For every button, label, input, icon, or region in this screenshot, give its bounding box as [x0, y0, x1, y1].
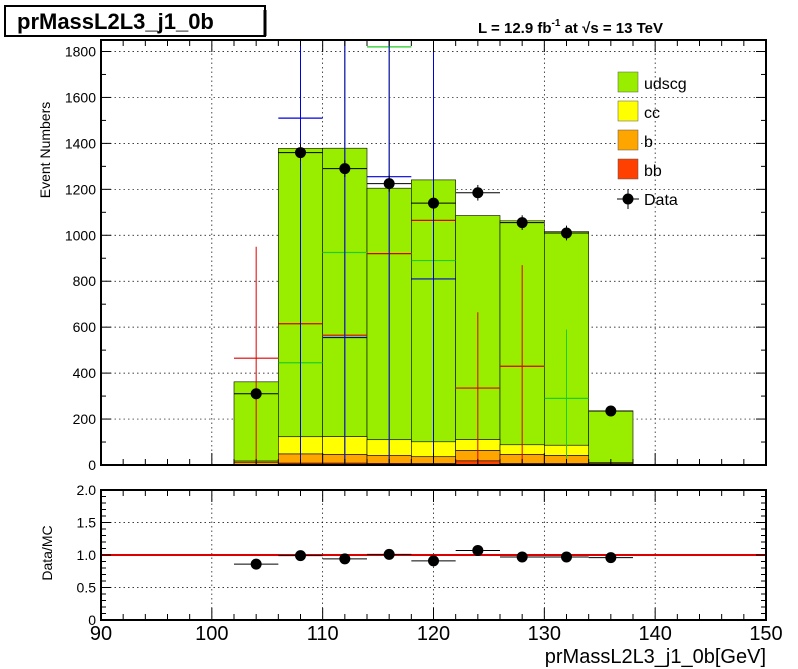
title-box-frame [4, 5, 266, 37]
legend-label-cc: cc [644, 105, 660, 122]
legend-label-data: Data [644, 192, 678, 209]
data-point [561, 227, 572, 239]
x-tick-label: 90 [90, 623, 112, 645]
data-points [234, 144, 633, 417]
ratio-point [605, 552, 617, 564]
ratio-point [516, 551, 528, 563]
ratio-point [339, 553, 351, 565]
lumi-exponent: -1 [552, 18, 561, 29]
legend-swatch-udscg [617, 71, 639, 93]
stack-bar-udscg [588, 410, 634, 463]
ratio-y-tick-label: 1.5 [77, 515, 97, 531]
lumi-prefix: L = 12.9 fb [478, 20, 552, 37]
main-y-tick-label: 1000 [65, 227, 96, 243]
x-tick-label: 110 [307, 623, 339, 645]
ratio-y-axis: 0 0.5 1.0 1.5 2.0 [77, 482, 766, 628]
ratio-point [472, 544, 484, 556]
data-point [295, 147, 306, 159]
main-y-tick-label: 600 [73, 319, 97, 335]
legend-data-marker [622, 193, 634, 205]
legend-label-b: b [644, 134, 653, 151]
x-tick-label: 140 [638, 623, 671, 645]
lumi-sqrt-s: √s [582, 20, 599, 37]
main-y-tick-label: 1800 [65, 43, 96, 59]
main-y-axis-label: Event Numbers [37, 102, 53, 198]
main-y-tick-label: 1400 [65, 135, 96, 151]
x-tick-label: 100 [195, 623, 228, 645]
main-plot-panel: 0 200 400 600 800 1000 1200 1400 1600 1800 Event … [37, 39, 767, 473]
luminosity-label: L = 12.9 fb-1 at √s = 13 TeV [478, 18, 663, 37]
data-point [516, 217, 528, 229]
x-axis: 90 100 110 120 130 140 150 [90, 490, 783, 645]
main-y-tick-label: 1200 [65, 181, 96, 197]
main-y-tick-label: 0 [88, 457, 96, 473]
data-point [472, 187, 484, 199]
data-point [383, 178, 395, 190]
ratio-plot-panel: 0 0.5 1.0 1.5 2.0 90 100 110 120 130 140 150 Data/… [39, 482, 783, 668]
title-box: prMassL2L3_j1_0b [4, 5, 267, 37]
histogram-title: prMassL2L3_j1_0b [17, 9, 214, 34]
lumi-mid: at [560, 20, 582, 37]
main-y-tick-label: 200 [73, 411, 97, 427]
lumi-suffix: = 13 TeV [599, 20, 663, 37]
main-y-axis: 0 200 400 600 800 1000 1200 1400 1600 1800 [65, 40, 767, 473]
ratio-point [561, 551, 572, 563]
x-axis-label: prMassL2L3_j1_0b[GeV] [545, 646, 766, 668]
data-point [605, 405, 617, 417]
ratio-point [250, 558, 262, 570]
main-y-tick-label: 1600 [65, 89, 96, 105]
mc-uncertainty-markers [234, 40, 589, 465]
x-tick-label: 120 [417, 623, 450, 645]
ratio-y-tick-label: 0 [88, 612, 96, 628]
data-point [250, 388, 262, 400]
ratio-points [234, 544, 633, 570]
ratio-y-tick-label: 2.0 [77, 482, 97, 498]
ratio-y-tick-label: 1.0 [77, 547, 97, 563]
data-point [339, 163, 351, 175]
ratio-point [383, 548, 395, 560]
ratio-point [428, 555, 439, 567]
ratio-point [295, 550, 306, 562]
main-y-tick-label: 800 [73, 273, 97, 289]
legend-swatch-bb [617, 158, 639, 180]
legend-swatch-b [617, 129, 639, 151]
ratio-y-axis-label: Data/MC [39, 525, 55, 580]
x-tick-label: 130 [528, 623, 561, 645]
legend-label-bb: bb [644, 163, 662, 180]
x-tick-label: 150 [749, 623, 782, 645]
main-y-tick-label: 400 [73, 365, 97, 381]
ratio-y-tick-label: 0.5 [77, 580, 97, 596]
legend: udscg cc b bb Data [617, 71, 687, 209]
data-point [428, 197, 439, 209]
legend-label-udscg: udscg [644, 76, 687, 93]
legend-swatch-cc [617, 100, 639, 122]
